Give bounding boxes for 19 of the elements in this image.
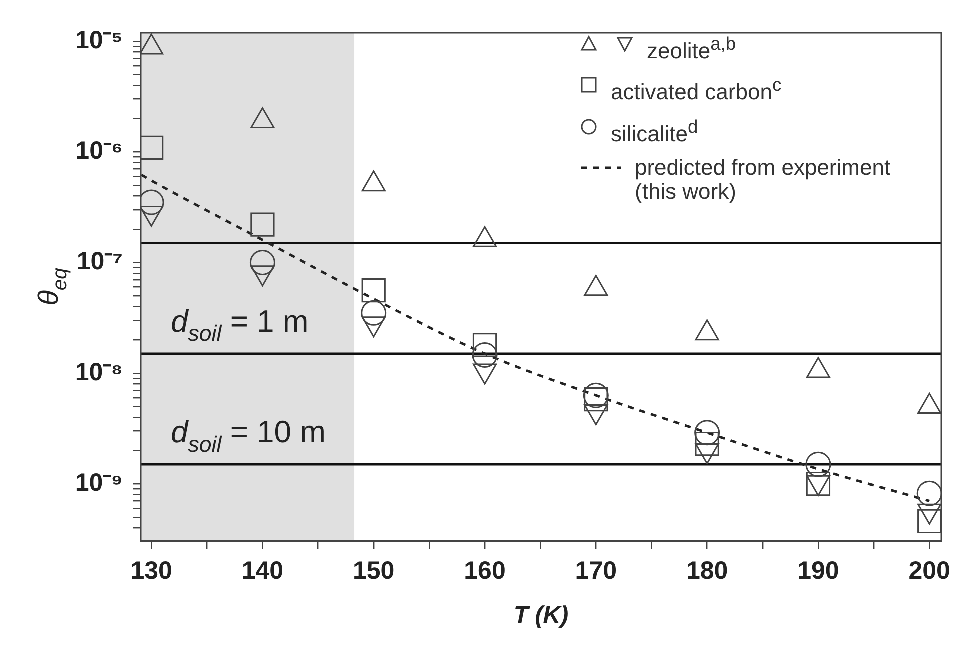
legend-label: activated carbon$^{c}$ [611, 73, 782, 105]
x-tick-label: 130 [130, 556, 172, 585]
legend-label: silicalite$^{d}$ [611, 114, 698, 146]
x-tick-label: 180 [686, 556, 728, 585]
y-tick-label: 10⁻⁷ [76, 248, 123, 276]
x-tick-label: 170 [575, 556, 618, 585]
legend-label: zeolite$^{a,b}$ [647, 32, 736, 64]
x-tick-label: 200 [908, 556, 950, 585]
y-tick-label: 10⁻⁹ [75, 468, 123, 497]
y-axis-title: θeq [33, 267, 72, 306]
x-axis-title: T (K) [514, 602, 569, 629]
x-tick-label: 190 [798, 556, 840, 585]
x-tick-label: 160 [464, 556, 506, 585]
x-tick-label: 140 [242, 556, 284, 585]
legend-label: predicted from experiment (this work) [635, 154, 892, 204]
y-tick-label: 10⁻⁶ [76, 136, 123, 165]
y-tick-label: 10⁻⁸ [75, 358, 123, 386]
x-tick-label: 150 [353, 556, 395, 585]
y-tick-label: 10⁻⁵ [75, 26, 123, 54]
